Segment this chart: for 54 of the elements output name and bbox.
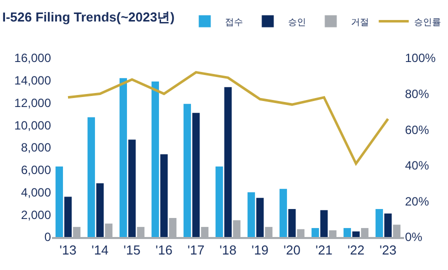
y-tick-label: 4,000 xyxy=(20,185,52,200)
bar xyxy=(384,214,392,237)
x-tick-label: '17 xyxy=(188,242,204,258)
x-tick-label: '19 xyxy=(252,242,268,258)
x-tick-label: '15 xyxy=(124,242,140,258)
legend-label: 승인 xyxy=(288,16,306,27)
bar xyxy=(224,87,232,237)
bar xyxy=(288,209,296,237)
bar xyxy=(280,188,287,237)
x-tick-label: '23 xyxy=(380,242,396,258)
y-tick-label: 10,000 xyxy=(14,118,52,132)
y2-tick-label: 100% xyxy=(405,51,436,66)
bar xyxy=(192,112,200,237)
y2-tick-label: 20% xyxy=(405,194,430,208)
y-tick-label: 16,000 xyxy=(14,51,52,66)
y-tick-label: 14,000 xyxy=(14,74,52,88)
legend-label: 거절 xyxy=(350,16,369,27)
x-tick-label: '21 xyxy=(316,242,332,258)
y-tick-label: 0 xyxy=(44,230,52,244)
bar xyxy=(376,209,383,237)
y-tick-label: 6,000 xyxy=(20,163,52,178)
x-tick-label: '22 xyxy=(348,242,364,258)
bar xyxy=(344,228,351,237)
legend-label: 접수 xyxy=(224,16,243,27)
x-tick-label: '16 xyxy=(156,242,172,258)
bar xyxy=(64,196,72,237)
y-tick-label: 2,000 xyxy=(20,208,52,222)
y2-tick-label: 40% xyxy=(405,158,430,173)
bar xyxy=(120,78,127,237)
x-tick-label: '13 xyxy=(60,242,76,258)
bar xyxy=(160,154,168,237)
bar xyxy=(152,81,159,237)
bar xyxy=(312,228,319,237)
bar xyxy=(256,198,264,237)
x-tick-label: '18 xyxy=(220,242,236,258)
bar xyxy=(56,166,63,237)
bar xyxy=(352,231,360,237)
bar xyxy=(96,183,104,237)
bar xyxy=(216,166,223,237)
legend-label: 승인률 xyxy=(414,16,441,27)
y2-tick-label: 80% xyxy=(405,87,430,101)
bar xyxy=(184,104,191,237)
bar xyxy=(320,210,328,237)
line-series xyxy=(66,71,390,165)
y-tick-label: 8,000 xyxy=(20,140,52,155)
x-tick-label: '20 xyxy=(284,242,300,258)
y2-tick-label: 60% xyxy=(405,122,430,137)
x-tick-label: '14 xyxy=(92,242,108,258)
bar xyxy=(248,192,255,237)
bar xyxy=(88,117,95,237)
y-tick-label: 12,000 xyxy=(14,96,52,110)
chart-title: I-526 Filing Trends(~2023년) xyxy=(2,9,175,24)
y2-tick-label: 0% xyxy=(405,230,423,244)
bar xyxy=(128,140,136,237)
